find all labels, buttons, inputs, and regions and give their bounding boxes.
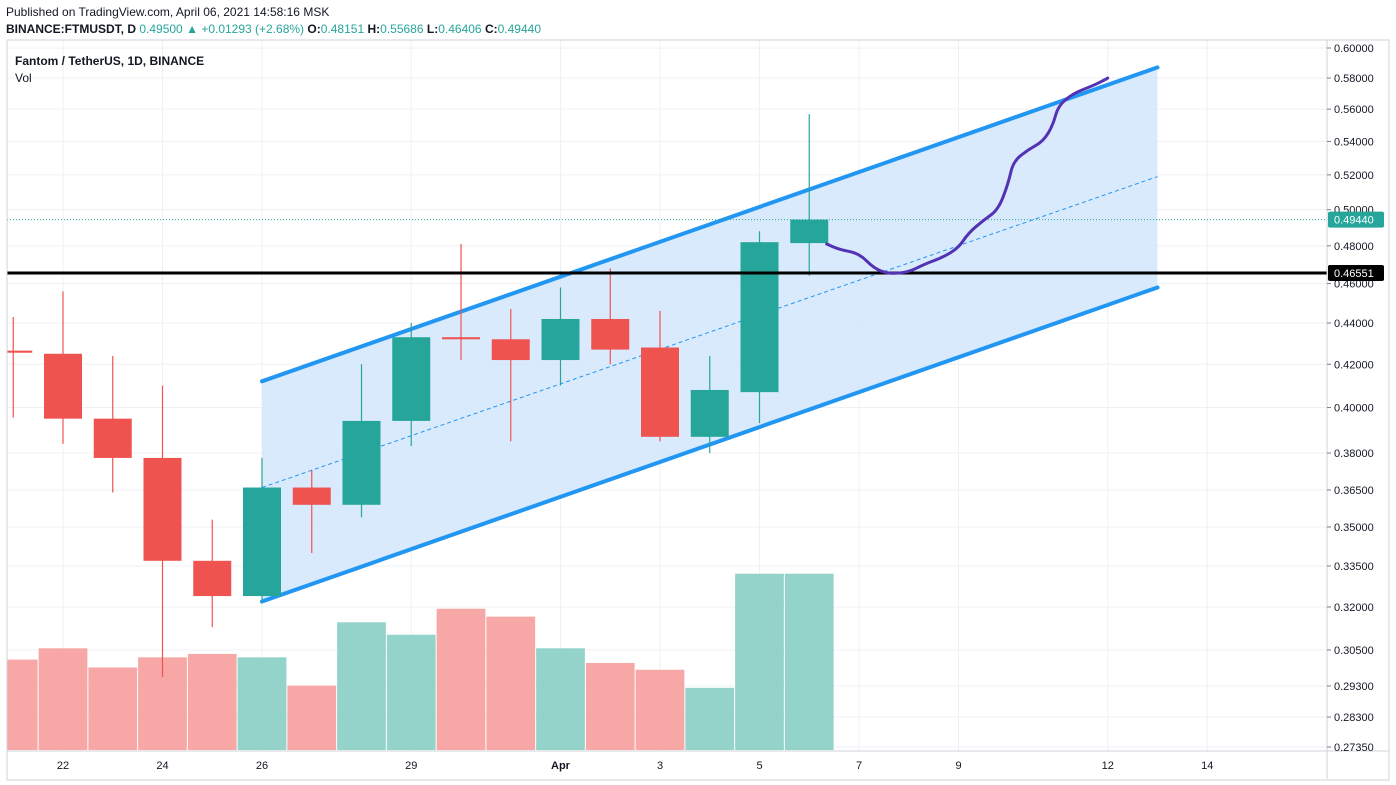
- volume-bar: [38, 648, 88, 750]
- chart-frame: [6, 39, 1390, 781]
- price-axis-tag-label: 0.49440: [1334, 215, 1374, 227]
- projection-path[interactable]: [825, 76, 1110, 275]
- volume-bar: [187, 653, 237, 750]
- price-tick-label: 0.35000: [1334, 522, 1374, 534]
- time-tick-label: 29: [405, 760, 417, 772]
- price-axis-tag-label: 0.46551: [1334, 268, 1374, 280]
- volume-bar: [784, 573, 834, 750]
- volume-bar: [436, 608, 486, 750]
- time-tick-label: 14: [1201, 760, 1213, 772]
- price-tick-label: 0.40000: [1334, 403, 1374, 415]
- time-tick-label: Apr: [551, 760, 571, 772]
- volume-bar: [287, 685, 337, 750]
- price-axis-tag: [1328, 211, 1384, 228]
- candle-down: [641, 347, 679, 437]
- axes: 0.600000.580000.560000.540000.520000.500…: [6, 39, 1390, 781]
- volume-bar: [685, 687, 735, 750]
- time-tick-label: 22: [57, 760, 69, 772]
- price-tick-label: 0.36500: [1334, 485, 1374, 497]
- candle-down: [44, 353, 82, 419]
- time-tick-label: 5: [756, 760, 762, 772]
- volume-bars: [7, 573, 834, 750]
- price-tick-label: 0.27350: [1334, 742, 1374, 754]
- price-tick-label: 0.52000: [1334, 170, 1374, 182]
- series-legend-title[interactable]: Fantom / TetherUS, 1D, BINANCE: [15, 54, 205, 68]
- time-tick-label: 9: [955, 760, 961, 772]
- volume-bar: [7, 659, 38, 750]
- candle-up: [790, 219, 829, 244]
- published-note: Published on TradingView.com, April 06, …: [6, 5, 330, 19]
- candle-up: [740, 242, 779, 393]
- time-tick-label: 12: [1102, 760, 1114, 772]
- volume-bar: [735, 573, 784, 750]
- up-triangle-icon: ▲: [186, 22, 198, 36]
- volume-bar: [635, 669, 685, 750]
- close-value: 0.49440: [497, 22, 542, 36]
- low-label: L:: [426, 22, 439, 36]
- last-price: 0.49500: [139, 22, 183, 36]
- candle-up: [690, 389, 729, 437]
- time-tick-label: 26: [256, 760, 268, 772]
- close-label: C:: [484, 22, 498, 36]
- price-tick-label: 0.32000: [1334, 602, 1374, 614]
- price-change: +0.01293 (+2.68%): [201, 22, 305, 36]
- price-tick-label: 0.44000: [1334, 318, 1374, 330]
- candle-down: [193, 560, 232, 597]
- projection-curve: [825, 76, 1110, 275]
- candle-up: [541, 318, 580, 361]
- volume-bar: [337, 622, 386, 750]
- time-tick-label: 3: [657, 760, 663, 772]
- volume-legend[interactable]: Vol: [15, 71, 32, 85]
- volume-bar: [536, 648, 585, 750]
- candle-up: [342, 420, 381, 505]
- candle-down: [442, 337, 480, 340]
- price-levels[interactable]: [7, 219, 1327, 275]
- price-tick-label: 0.46000: [1334, 279, 1374, 291]
- volume-bar: [386, 634, 436, 750]
- candle-down: [143, 457, 182, 561]
- time-tick-label: 7: [856, 760, 862, 772]
- ascending-channel[interactable]: [260, 65, 1160, 604]
- candle-down: [292, 487, 331, 505]
- price-tick-label: 0.28300: [1334, 712, 1374, 724]
- price-tick-label: 0.30500: [1334, 645, 1374, 657]
- candle-down: [93, 418, 132, 458]
- price-tick-label: 0.29300: [1334, 681, 1374, 693]
- price-tick-label: 0.58000: [1334, 73, 1374, 85]
- price-tick-label: 0.48000: [1334, 241, 1374, 253]
- low-value: 0.46406: [438, 22, 482, 36]
- volume-bar: [486, 616, 536, 750]
- price-tick-label: 0.60000: [1334, 43, 1374, 55]
- volume-bar: [585, 662, 635, 750]
- candle-up: [392, 337, 431, 421]
- volume-bar: [237, 657, 287, 750]
- candlesticks: [7, 114, 829, 677]
- candle-down: [591, 318, 630, 350]
- price-tick-label: 0.38000: [1334, 448, 1374, 460]
- symbol-quote-line: BINANCE:FTMUSDT, D 0.49500 ▲ +0.01293 (+…: [6, 22, 541, 36]
- symbol-name: BINANCE:FTMUSDT, D: [6, 22, 136, 36]
- channel-fill: [262, 67, 1158, 602]
- price-axis-tag: [1328, 265, 1384, 282]
- volume-bar: [88, 667, 138, 750]
- high-value: 0.55686: [380, 22, 424, 36]
- price-tick-label: 0.33500: [1334, 561, 1374, 573]
- high-label: H:: [367, 22, 381, 36]
- time-tick-label: 24: [156, 760, 168, 772]
- price-tick-label: 0.42000: [1334, 359, 1374, 371]
- candle-up: [243, 487, 281, 597]
- price-tick-label: 0.54000: [1334, 136, 1374, 148]
- open-label: O:: [307, 22, 321, 36]
- candle-down: [7, 350, 33, 353]
- open-value: 0.48151: [320, 22, 365, 36]
- price-tick-label: 0.56000: [1334, 104, 1374, 116]
- candle-down: [491, 339, 530, 361]
